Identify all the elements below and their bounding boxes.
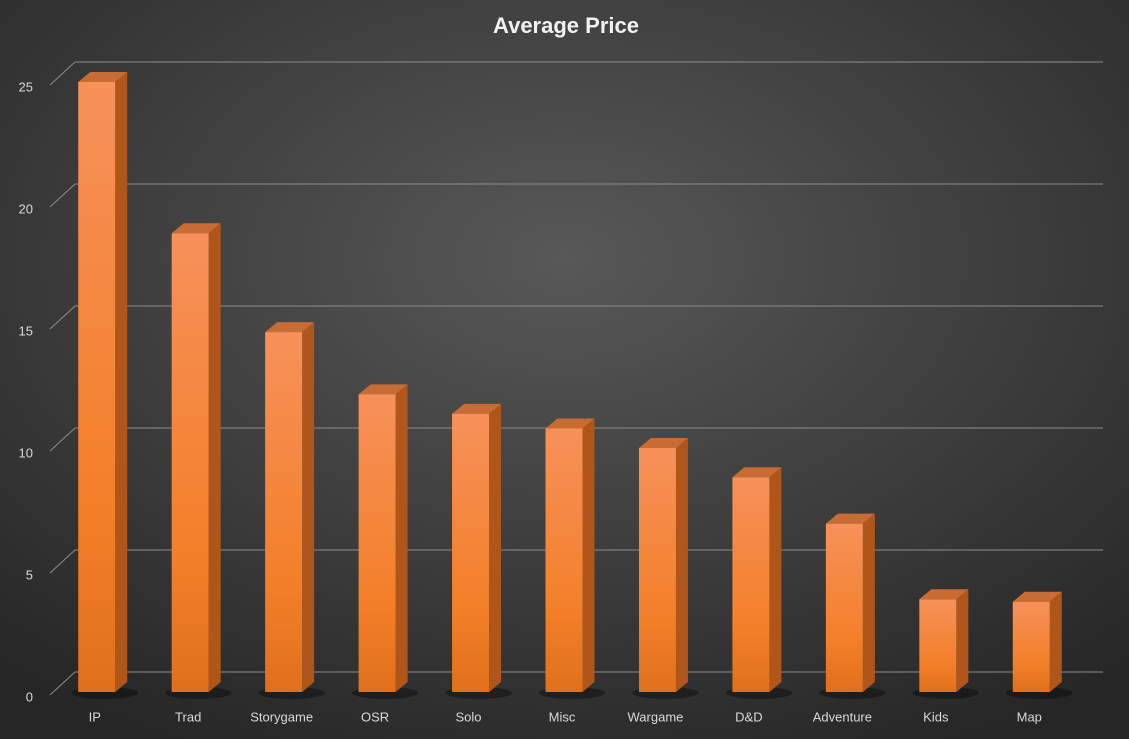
bar [732,477,770,692]
bar-top [825,513,875,524]
y-tick-label: 10 [19,445,33,460]
bar [78,82,116,692]
bar [545,428,583,692]
bar [171,233,209,692]
bar [638,448,676,692]
tick-mark [49,305,76,330]
x-tick-label: Misc [549,709,576,724]
tick-mark [49,549,76,574]
tick-mark [49,427,76,452]
bar-top [638,438,688,448]
bar-side [862,513,875,692]
bar-top [171,223,221,234]
y-tick-label: 5 [26,567,33,582]
bar [825,523,863,692]
tick-mark [49,183,76,208]
x-tick-label: Kids [923,709,949,724]
chart-title: Average Price [493,13,639,38]
bar-top [452,403,502,414]
bar-top [919,589,969,600]
tick-mark [49,61,76,86]
bar [919,599,957,692]
bar [358,394,396,692]
x-tick-label: Adventure [813,709,872,724]
bar-side [675,438,688,692]
y-tick-label: 20 [19,201,33,216]
y-tick-label: 25 [19,79,33,94]
bar-side [208,223,221,692]
x-tick-label: Solo [456,709,482,724]
bar-top [78,72,128,82]
x-tick-label: Wargame [628,709,684,724]
bar-top [1012,591,1062,602]
bar-top [545,418,595,429]
x-tick-label: Map [1017,709,1042,724]
bar-side [956,589,969,692]
bar-top [265,322,315,333]
y-tick-label: 0 [26,689,33,704]
bar-side [302,322,315,692]
tick-mark [49,671,76,696]
bar [265,332,303,692]
bar-side [489,403,502,692]
bar-side [1049,591,1062,692]
x-tick-label: OSR [361,709,389,724]
bar-top [358,384,408,395]
x-tick-label: D&D [735,709,762,724]
x-tick-label: Storygame [250,709,313,724]
x-tick-label: IP [89,709,101,724]
bar-top [732,467,782,478]
bar-side [582,418,595,692]
x-tick-label: Trad [175,709,201,724]
bar [1012,601,1050,692]
bar-side [769,467,782,692]
bar-side [115,72,128,692]
bar [452,413,490,692]
bar-side [395,384,408,692]
y-tick-label: 15 [19,323,33,338]
